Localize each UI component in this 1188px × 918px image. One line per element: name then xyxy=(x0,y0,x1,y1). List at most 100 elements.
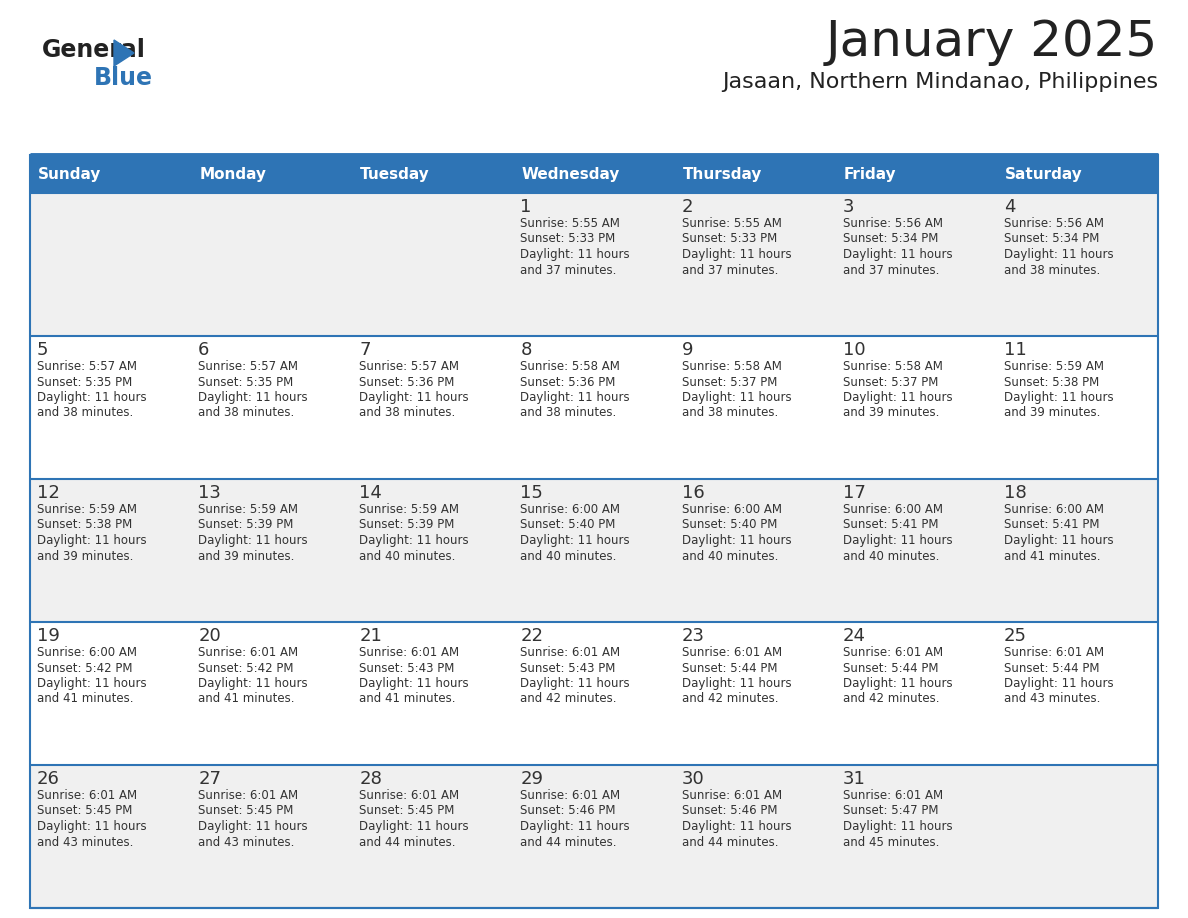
Text: 11: 11 xyxy=(1004,341,1026,359)
Text: Sunset: 5:42 PM: Sunset: 5:42 PM xyxy=(198,662,293,675)
Text: Sunrise: 5:56 AM: Sunrise: 5:56 AM xyxy=(842,217,943,230)
Text: Sunset: 5:44 PM: Sunset: 5:44 PM xyxy=(682,662,777,675)
Text: Daylight: 11 hours: Daylight: 11 hours xyxy=(1004,248,1113,261)
Text: Sunset: 5:39 PM: Sunset: 5:39 PM xyxy=(198,519,293,532)
Text: and 38 minutes.: and 38 minutes. xyxy=(1004,263,1100,276)
Text: January 2025: January 2025 xyxy=(826,18,1158,66)
Text: Daylight: 11 hours: Daylight: 11 hours xyxy=(842,534,953,547)
Text: 30: 30 xyxy=(682,770,704,788)
Text: and 40 minutes.: and 40 minutes. xyxy=(359,550,456,563)
Text: Sunset: 5:45 PM: Sunset: 5:45 PM xyxy=(359,804,455,818)
Text: 24: 24 xyxy=(842,627,866,645)
Text: 26: 26 xyxy=(37,770,59,788)
Text: 7: 7 xyxy=(359,341,371,359)
Text: Sunset: 5:41 PM: Sunset: 5:41 PM xyxy=(1004,519,1099,532)
Text: Daylight: 11 hours: Daylight: 11 hours xyxy=(520,391,630,404)
Text: and 38 minutes.: and 38 minutes. xyxy=(198,407,295,420)
Text: Sunset: 5:35 PM: Sunset: 5:35 PM xyxy=(37,375,132,388)
Text: and 42 minutes.: and 42 minutes. xyxy=(842,692,940,706)
Text: Sunrise: 6:00 AM: Sunrise: 6:00 AM xyxy=(520,503,620,516)
Text: Daylight: 11 hours: Daylight: 11 hours xyxy=(359,391,469,404)
Text: and 43 minutes.: and 43 minutes. xyxy=(198,835,295,848)
Text: Sunset: 5:34 PM: Sunset: 5:34 PM xyxy=(1004,232,1099,245)
Text: Daylight: 11 hours: Daylight: 11 hours xyxy=(198,391,308,404)
Polygon shape xyxy=(114,40,134,66)
Text: and 39 minutes.: and 39 minutes. xyxy=(37,550,133,563)
Text: Wednesday: Wednesday xyxy=(522,166,620,182)
Text: Daylight: 11 hours: Daylight: 11 hours xyxy=(520,248,630,261)
Text: Sunrise: 5:57 AM: Sunrise: 5:57 AM xyxy=(198,360,298,373)
Text: Sunrise: 6:00 AM: Sunrise: 6:00 AM xyxy=(842,503,943,516)
Text: Sunrise: 6:01 AM: Sunrise: 6:01 AM xyxy=(198,646,298,659)
Text: Friday: Friday xyxy=(843,166,896,182)
Text: Daylight: 11 hours: Daylight: 11 hours xyxy=(359,534,469,547)
Text: Sunrise: 5:55 AM: Sunrise: 5:55 AM xyxy=(520,217,620,230)
Text: Sunset: 5:46 PM: Sunset: 5:46 PM xyxy=(520,804,615,818)
Text: Daylight: 11 hours: Daylight: 11 hours xyxy=(842,677,953,690)
Bar xyxy=(30,622,1158,765)
Text: Sunset: 5:40 PM: Sunset: 5:40 PM xyxy=(682,519,777,532)
Text: and 38 minutes.: and 38 minutes. xyxy=(682,407,778,420)
Text: Sunset: 5:45 PM: Sunset: 5:45 PM xyxy=(198,804,293,818)
Text: Sunrise: 6:00 AM: Sunrise: 6:00 AM xyxy=(37,646,137,659)
Text: Daylight: 11 hours: Daylight: 11 hours xyxy=(37,391,146,404)
Text: 5: 5 xyxy=(37,341,49,359)
Text: and 38 minutes.: and 38 minutes. xyxy=(37,407,133,420)
Text: Sunrise: 6:01 AM: Sunrise: 6:01 AM xyxy=(359,789,460,802)
Text: and 40 minutes.: and 40 minutes. xyxy=(682,550,778,563)
Text: Sunrise: 6:01 AM: Sunrise: 6:01 AM xyxy=(842,789,943,802)
Text: Sunrise: 5:56 AM: Sunrise: 5:56 AM xyxy=(1004,217,1104,230)
Text: Sunset: 5:36 PM: Sunset: 5:36 PM xyxy=(359,375,455,388)
Text: Jasaan, Northern Mindanao, Philippines: Jasaan, Northern Mindanao, Philippines xyxy=(722,72,1158,92)
Text: and 39 minutes.: and 39 minutes. xyxy=(842,407,939,420)
Text: and 43 minutes.: and 43 minutes. xyxy=(37,835,133,848)
Text: 4: 4 xyxy=(1004,198,1016,216)
Text: Sunset: 5:38 PM: Sunset: 5:38 PM xyxy=(1004,375,1099,388)
Text: Daylight: 11 hours: Daylight: 11 hours xyxy=(1004,534,1113,547)
Text: Sunset: 5:33 PM: Sunset: 5:33 PM xyxy=(682,232,777,245)
Text: Sunrise: 5:58 AM: Sunrise: 5:58 AM xyxy=(520,360,620,373)
Text: Daylight: 11 hours: Daylight: 11 hours xyxy=(198,677,308,690)
Text: Sunrise: 6:01 AM: Sunrise: 6:01 AM xyxy=(520,646,620,659)
Text: 17: 17 xyxy=(842,484,866,502)
Text: 14: 14 xyxy=(359,484,383,502)
Text: Monday: Monday xyxy=(200,166,266,182)
Text: Daylight: 11 hours: Daylight: 11 hours xyxy=(359,677,469,690)
Text: Sunrise: 5:57 AM: Sunrise: 5:57 AM xyxy=(37,360,137,373)
Text: Sunset: 5:45 PM: Sunset: 5:45 PM xyxy=(37,804,132,818)
Text: Sunset: 5:33 PM: Sunset: 5:33 PM xyxy=(520,232,615,245)
Text: Daylight: 11 hours: Daylight: 11 hours xyxy=(520,534,630,547)
Text: Sunrise: 6:01 AM: Sunrise: 6:01 AM xyxy=(682,646,782,659)
Text: 16: 16 xyxy=(682,484,704,502)
Text: 21: 21 xyxy=(359,627,383,645)
Text: Sunset: 5:47 PM: Sunset: 5:47 PM xyxy=(842,804,939,818)
Text: 25: 25 xyxy=(1004,627,1026,645)
Text: Daylight: 11 hours: Daylight: 11 hours xyxy=(198,820,308,833)
Text: Sunrise: 6:01 AM: Sunrise: 6:01 AM xyxy=(198,789,298,802)
Text: 6: 6 xyxy=(198,341,209,359)
Bar xyxy=(30,155,1158,908)
Text: Daylight: 11 hours: Daylight: 11 hours xyxy=(842,391,953,404)
Text: Sunrise: 5:59 AM: Sunrise: 5:59 AM xyxy=(198,503,298,516)
Text: Sunrise: 6:01 AM: Sunrise: 6:01 AM xyxy=(520,789,620,802)
Text: Sunset: 5:35 PM: Sunset: 5:35 PM xyxy=(198,375,293,388)
Text: Sunrise: 5:58 AM: Sunrise: 5:58 AM xyxy=(842,360,942,373)
Text: Daylight: 11 hours: Daylight: 11 hours xyxy=(198,534,308,547)
Text: Daylight: 11 hours: Daylight: 11 hours xyxy=(37,820,146,833)
Text: Sunset: 5:38 PM: Sunset: 5:38 PM xyxy=(37,519,132,532)
Text: 20: 20 xyxy=(198,627,221,645)
Bar xyxy=(30,336,1158,479)
Bar xyxy=(30,193,1158,336)
Text: Daylight: 11 hours: Daylight: 11 hours xyxy=(842,248,953,261)
Text: and 43 minutes.: and 43 minutes. xyxy=(1004,692,1100,706)
Text: Thursday: Thursday xyxy=(683,166,762,182)
Text: and 42 minutes.: and 42 minutes. xyxy=(682,692,778,706)
Text: 9: 9 xyxy=(682,341,693,359)
Text: Daylight: 11 hours: Daylight: 11 hours xyxy=(682,391,791,404)
Text: Sunset: 5:43 PM: Sunset: 5:43 PM xyxy=(520,662,615,675)
Text: Sunset: 5:42 PM: Sunset: 5:42 PM xyxy=(37,662,133,675)
Bar xyxy=(30,155,1158,193)
Text: 28: 28 xyxy=(359,770,383,788)
Bar xyxy=(30,479,1158,622)
Bar xyxy=(30,765,1158,908)
